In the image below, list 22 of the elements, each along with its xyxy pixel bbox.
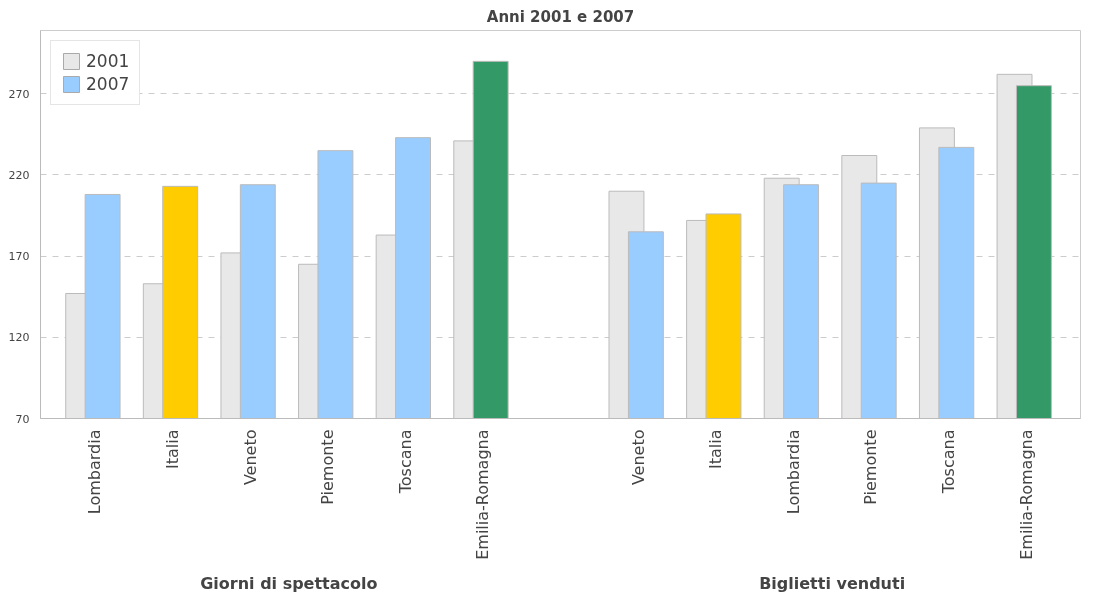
x-tick-label: Italia [706,429,726,469]
x-tick-label: Lombardia [85,429,105,515]
y-tick-label: 270 [8,87,30,101]
x-tick-label: Piemonte [318,429,338,505]
x-tick-label: Toscana [395,429,415,495]
legend-label: 2007 [86,74,130,94]
y-tick-label: 120 [8,331,30,345]
x-tick-label: Veneto [628,429,648,486]
x-tick-label: Piemonte [861,429,881,505]
x-tick-label: Emilia-Romagna [473,429,493,560]
chart-title: Anni 2001 e 2007 [486,7,635,26]
x-tick-label: Lombardia [783,429,803,515]
x-tick-label: Veneto [240,429,260,486]
x-tick-label: Toscana [939,429,959,495]
y-tick-label: 220 [8,168,30,182]
text: Giorni di spettacolo [200,573,378,593]
text: Biglietti venduti [759,573,906,593]
legend-label: 2001 [86,51,130,71]
y-tick-label: 70 [15,412,30,426]
y-tick-label: 170 [8,250,30,264]
x-tick-label: Emilia-Romagna [1016,429,1036,560]
x-tick-label: Italia [162,429,182,469]
